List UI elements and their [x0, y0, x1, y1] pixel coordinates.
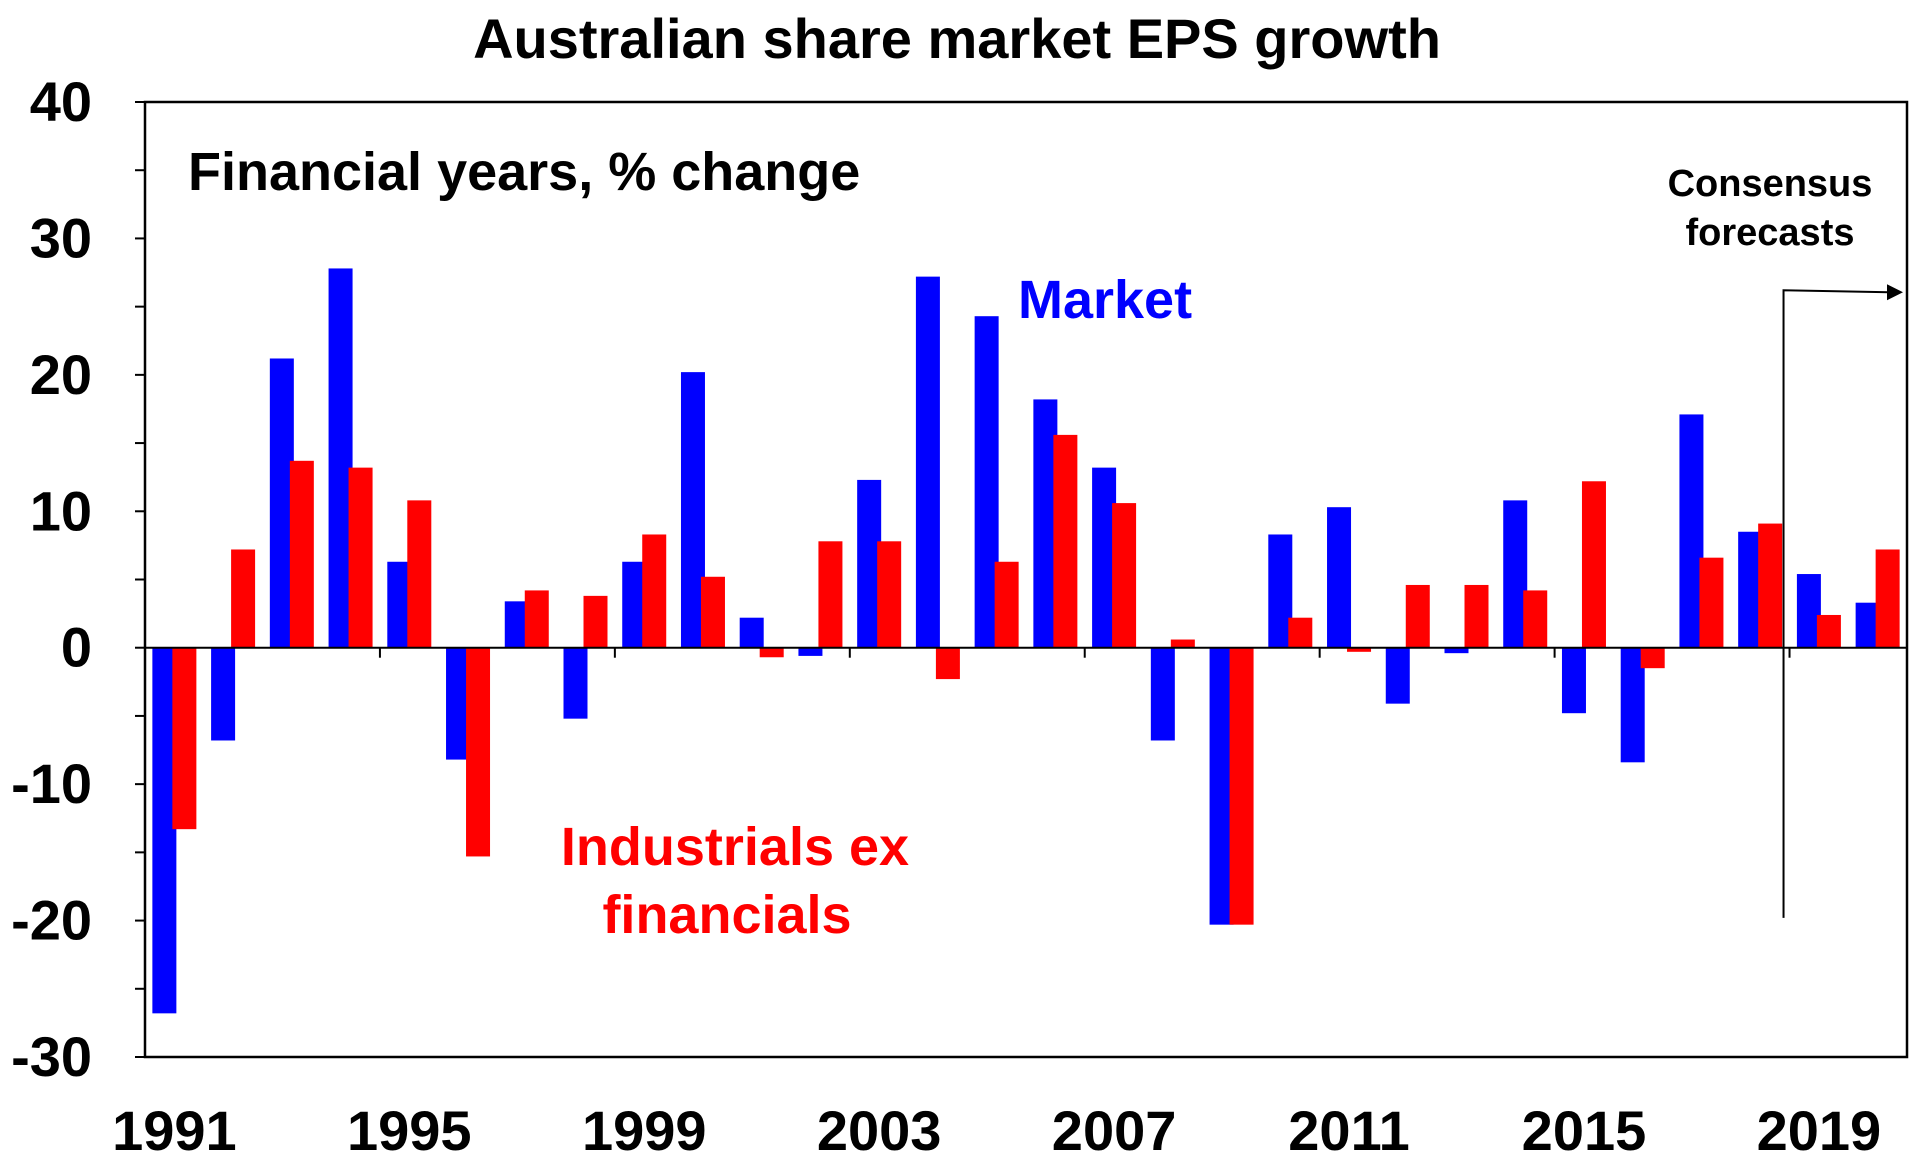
bar-industrials-1993 — [289, 460, 314, 648]
x-tick-label: 1991 — [112, 1099, 237, 1162]
bar-industrials-2002 — [818, 541, 843, 648]
bar-industrials-2017 — [1699, 557, 1724, 648]
bar-industrials-2006 — [1053, 434, 1078, 648]
y-axis-labels: 40 30 20 10 0 -10 -20 -30 — [11, 70, 92, 1088]
bar-industrials-2012 — [1405, 584, 1430, 648]
bar-market-2015 — [1561, 647, 1586, 714]
x-tick-label: 1995 — [347, 1099, 472, 1162]
bar-industrials-2018 — [1758, 523, 1783, 648]
y-tick-label: -30 — [11, 1025, 92, 1088]
bar-industrials-2001 — [759, 647, 784, 658]
bar-industrials-2019 — [1816, 614, 1841, 648]
forecast-label-line2: forecasts — [1686, 212, 1855, 254]
bar-market-2001 — [739, 617, 764, 648]
y-tick-label: -20 — [11, 889, 92, 952]
bar-market-2013 — [1444, 647, 1469, 654]
bar-industrials-2014 — [1523, 590, 1548, 648]
x-tick-label: 2019 — [1757, 1099, 1882, 1162]
x-tick-label: 2011 — [1288, 1099, 1410, 1162]
bar-industrials-2013 — [1464, 584, 1489, 648]
bar-market-1998 — [563, 647, 588, 719]
bar-industrials-2020 — [1875, 549, 1900, 648]
forecast-arrow-head — [1887, 284, 1903, 301]
y-tick-label: 10 — [30, 479, 92, 542]
x-tick-label: 1999 — [582, 1099, 707, 1162]
chart-subtitle: Financial years, % change — [188, 142, 860, 202]
bar-industrials-1995 — [407, 500, 432, 648]
bar-market-2008 — [1150, 647, 1175, 741]
bar-industrials-2008 — [1170, 639, 1195, 648]
x-tick-label: 2003 — [817, 1099, 942, 1162]
bar-industrials-2007 — [1112, 503, 1137, 648]
bar-industrials-2015 — [1581, 481, 1606, 648]
bar-market-2002 — [798, 647, 823, 656]
bar-industrials-2016 — [1640, 647, 1665, 669]
bar-industrials-1997 — [524, 590, 549, 648]
chart-title: Australian share market EPS growth — [473, 7, 1441, 70]
y-tick-label: -10 — [11, 752, 92, 815]
bar-industrials-2000 — [700, 576, 725, 648]
bar-industrials-2009 — [1229, 647, 1254, 925]
y-tick-label: 30 — [30, 206, 92, 269]
x-tick-label: 2015 — [1522, 1099, 1647, 1162]
bar-industrials-2003 — [877, 541, 902, 648]
legend-industrials-line2: financials — [602, 885, 851, 945]
x-tick-label: 2007 — [1052, 1099, 1177, 1162]
bar-industrials-2011 — [1347, 647, 1372, 652]
forecast-annotation: Consensus forecasts — [1668, 163, 1903, 918]
bar-industrials-1996 — [466, 647, 491, 857]
y-tick-label: 0 — [61, 616, 92, 679]
bar-industrials-2005 — [994, 561, 1019, 648]
bar-industrials-2004 — [935, 647, 960, 680]
bar-market-2004 — [915, 276, 940, 648]
bar-industrials-1991 — [172, 647, 197, 830]
y-tick-label: 20 — [30, 343, 92, 406]
bar-market-2012 — [1385, 647, 1410, 704]
legend-market: Market — [1018, 270, 1192, 330]
bar-market-1992 — [211, 647, 236, 741]
y-tick-label: 40 — [30, 70, 92, 133]
bar-industrials-1999 — [642, 534, 667, 648]
bar-industrials-1992 — [231, 549, 256, 648]
x-axis-ticks — [144, 647, 1791, 658]
bar-market-2011 — [1327, 507, 1352, 648]
x-axis-labels: 1991 1995 1999 2003 2007 2011 2015 2019 — [112, 1099, 1881, 1162]
legend-industrials-line1: Industrials ex — [561, 817, 909, 877]
bar-industrials-2010 — [1288, 617, 1313, 648]
bar-series — [152, 268, 1900, 1014]
bar-industrials-1998 — [583, 595, 608, 648]
y-axis-ticks — [135, 101, 145, 1058]
bar-industrials-1994 — [348, 467, 373, 648]
forecast-label-line1: Consensus — [1668, 163, 1873, 205]
forecast-arrow-line — [1782, 289, 1890, 918]
